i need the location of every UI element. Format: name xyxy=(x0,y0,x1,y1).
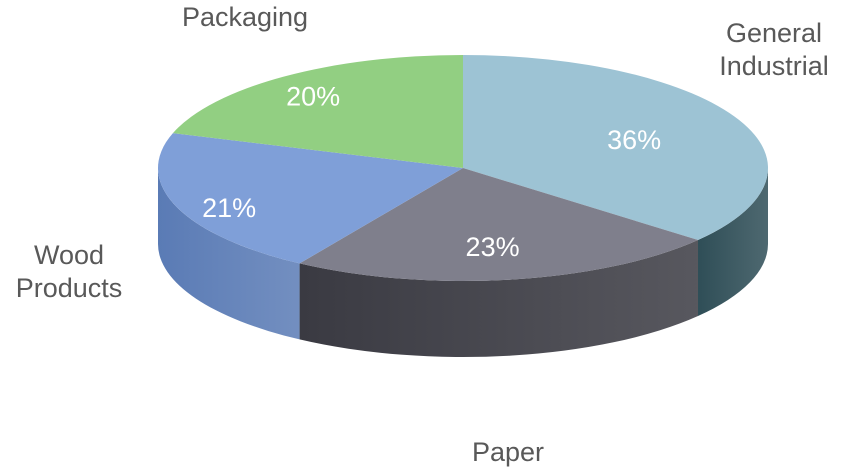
category-label-packaging: Packaging xyxy=(182,2,308,32)
data-label-packaging: 20% xyxy=(286,82,340,112)
data-label-wood-products: 21% xyxy=(202,193,256,223)
category-label-wood-products: Wood Products xyxy=(16,240,123,303)
category-label-paper: Paper xyxy=(472,437,544,467)
data-label-paper: 23% xyxy=(466,232,520,262)
pie-slices xyxy=(158,55,768,281)
data-label-general-industrial: 36% xyxy=(607,125,661,155)
category-label-general-industrial: General Industrial xyxy=(719,18,829,81)
